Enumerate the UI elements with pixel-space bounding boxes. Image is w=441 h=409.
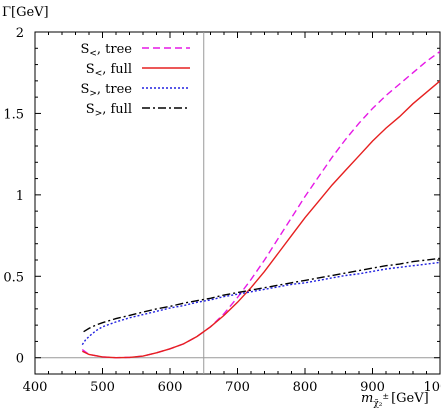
legend-label-3: S>, tree <box>80 82 132 99</box>
x-axis-label-sup: ± <box>382 392 389 401</box>
x-tick-label: 800 <box>293 380 318 395</box>
legend-label-4: S>, full <box>86 102 132 119</box>
x-axis-label-main: m <box>361 391 373 406</box>
legend-label-2: S<, full <box>86 62 132 79</box>
x-tick-label: 400 <box>23 380 48 395</box>
plot-frame <box>34 31 441 375</box>
y-tick-label: 1 <box>16 189 24 204</box>
x-tick-label: 700 <box>225 380 250 395</box>
series-line-1 <box>81 50 440 359</box>
y-tick-label: 2 <box>16 26 24 41</box>
y-axis-label: Γ[GeV] <box>2 5 49 20</box>
x-tick-label: 500 <box>90 380 115 395</box>
y-tick-label: 0 <box>16 352 24 367</box>
x-tick-label: 900 <box>360 380 385 395</box>
series-line-2 <box>81 80 440 359</box>
x-axis-label-unit: [GeV] <box>391 391 429 406</box>
x-axis-label-sub: χ̃₂ <box>373 398 382 409</box>
series-line-3 <box>81 261 440 346</box>
series-line-4 <box>83 257 440 333</box>
y-tick-label: 1.5 <box>3 107 24 122</box>
x-tick-label: 600 <box>158 380 183 395</box>
x-axis-label: mχ̃₂± [GeV] <box>361 391 429 409</box>
legend-label-1: S<, tree <box>80 42 132 59</box>
legend: S<, tree S<, full S>, tree S>, full <box>80 42 190 119</box>
y-tick-label: 0.5 <box>3 270 24 285</box>
